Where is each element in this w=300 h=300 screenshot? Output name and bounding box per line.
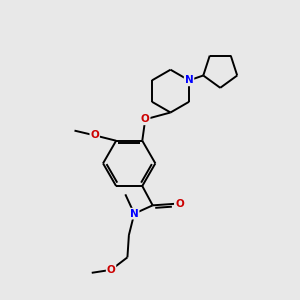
Text: N: N: [130, 209, 139, 219]
Text: O: O: [107, 265, 116, 275]
Text: O: O: [141, 114, 150, 124]
Text: N: N: [185, 75, 194, 85]
Text: O: O: [90, 130, 99, 140]
Text: O: O: [175, 199, 184, 209]
